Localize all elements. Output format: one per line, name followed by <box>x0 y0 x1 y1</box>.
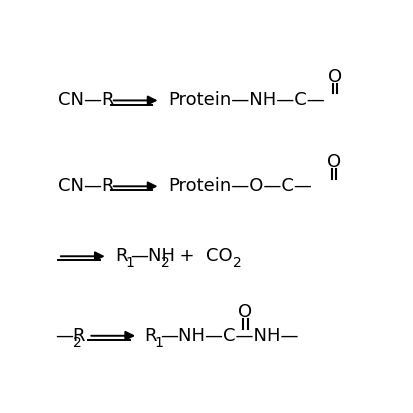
Text: R: R <box>145 327 157 345</box>
Text: Protein—O—C—: Protein—O—C— <box>169 177 312 195</box>
Text: 2: 2 <box>233 256 242 270</box>
Text: CN—R: CN—R <box>58 177 114 195</box>
Text: —NH—C—NH—: —NH—C—NH— <box>160 327 298 345</box>
Text: O: O <box>328 68 342 85</box>
Text: O: O <box>238 303 252 321</box>
Text: —NH: —NH <box>131 247 176 265</box>
Text: CN—R: CN—R <box>58 91 114 109</box>
Text: —R: —R <box>55 327 85 345</box>
Text: Protein—NH—C—: Protein—NH—C— <box>169 91 325 109</box>
Text: 1: 1 <box>155 336 164 350</box>
Text: 2: 2 <box>73 336 82 350</box>
Text: O: O <box>327 154 341 171</box>
Text: 2: 2 <box>161 256 170 270</box>
Text: 1: 1 <box>126 256 135 270</box>
Text: R: R <box>116 247 128 265</box>
Text: +  CO: + CO <box>169 247 233 265</box>
